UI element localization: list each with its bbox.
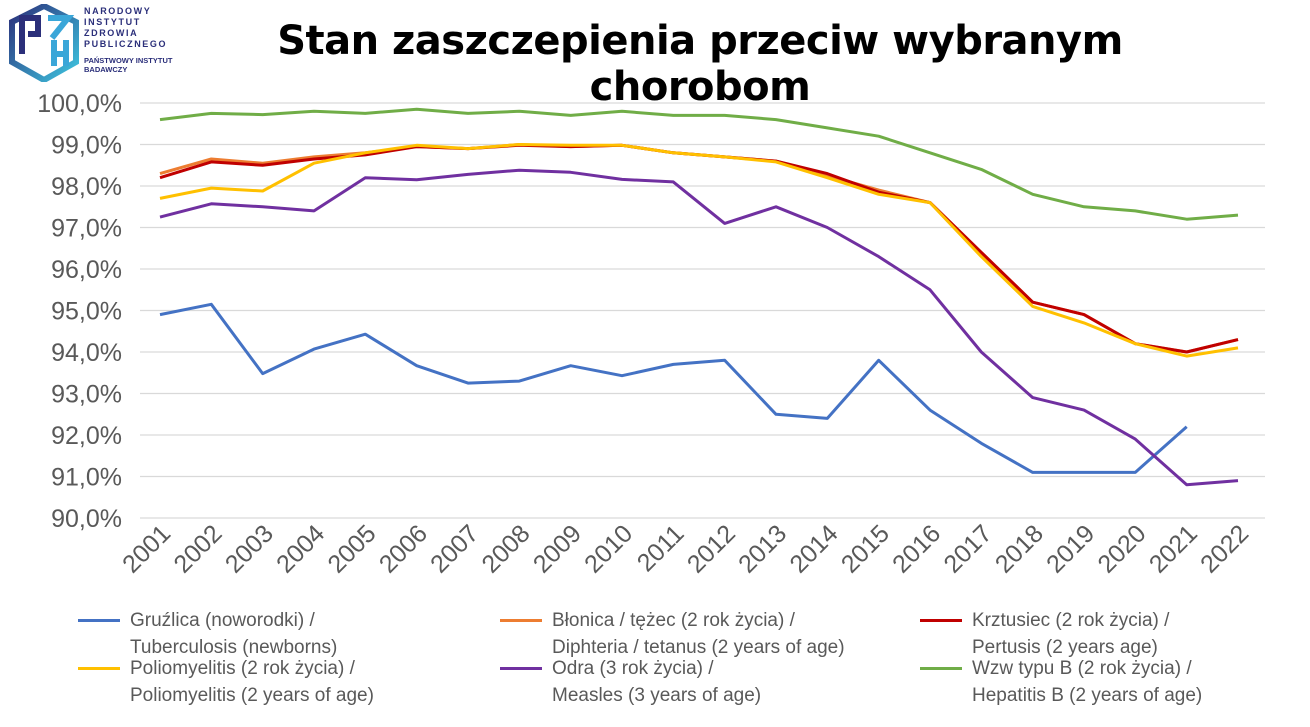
chart-title: Stan zaszczepienia przeciw wybranym chor… bbox=[277, 18, 1123, 110]
logo-subtext: BADAWCZY bbox=[84, 65, 128, 74]
legend-swatch bbox=[78, 667, 120, 670]
x-tick-label: 2004 bbox=[271, 519, 330, 578]
legend-label: Measles (3 years of age) bbox=[552, 685, 762, 706]
legend-label: Błonica / tężec (2 rok życia) / bbox=[552, 610, 795, 631]
series-line-5 bbox=[159, 107, 1239, 221]
legend-swatch bbox=[78, 619, 120, 622]
legend-label: Hepatitis B (2 years of age) bbox=[972, 685, 1203, 706]
line-chart: 90,0% 91,0% 92,0% 93,0% 94,0% 95,0% 96,0% 97,0%… bbox=[37, 90, 1265, 579]
legend-item: Odra (3 rok życia) / Measles (3 years of … bbox=[500, 655, 761, 709]
legend-label: Poliomyelitis (2 rok życia) / bbox=[130, 658, 355, 679]
logo-subtext: PAŃSTWOWY INSTYTUT bbox=[84, 56, 173, 65]
legend-item: Krztusiec (2 rok życia) / Pertusis (2 yea… bbox=[920, 607, 1169, 661]
legend-label: Wzw typu B (2 rok życia) / bbox=[972, 658, 1192, 679]
series-line-0 bbox=[159, 302, 1188, 474]
legend-label: Diphteria / tetanus (2 years of age) bbox=[552, 637, 845, 658]
x-tick-label: 2013 bbox=[733, 519, 792, 578]
legend-label: Krztusiec (2 rok życia) / bbox=[972, 610, 1170, 631]
legend-label: Odra (3 rok życia) / bbox=[552, 658, 714, 679]
y-tick-label: 93,0% bbox=[51, 381, 122, 409]
x-tick-label: 2018 bbox=[990, 519, 1049, 578]
x-tick-label: 2022 bbox=[1195, 519, 1254, 578]
x-tick-label: 2008 bbox=[476, 519, 535, 578]
x-tick-label: 2012 bbox=[682, 519, 741, 578]
legend-swatch bbox=[500, 667, 542, 670]
x-tick-label: 2015 bbox=[836, 519, 895, 578]
legend-item: Poliomyelitis (2 rok życia) / Poliomyelit… bbox=[78, 655, 374, 709]
logo-text: PUBLICZNEGO bbox=[84, 39, 168, 49]
y-tick-label: 99,0% bbox=[51, 132, 122, 160]
legend-swatch bbox=[920, 667, 962, 670]
x-tick-label: 2007 bbox=[425, 519, 484, 578]
x-tick-label: 2003 bbox=[220, 519, 279, 578]
nizp-logo: NARODOWY INSTYTUT ZDROWIA PUBLICZNEGO PA… bbox=[8, 2, 178, 84]
logo-text: INSTYTUT bbox=[84, 17, 141, 27]
x-tick-label: 2002 bbox=[168, 519, 227, 578]
series-line-3 bbox=[159, 143, 1239, 358]
y-tick-label: 96,0% bbox=[51, 256, 122, 284]
legend-swatch bbox=[500, 619, 542, 622]
x-tick-label: 2016 bbox=[887, 519, 946, 578]
x-tick-label: 2009 bbox=[528, 519, 587, 578]
y-tick-label: 92,0% bbox=[51, 422, 122, 450]
x-tick-label: 2019 bbox=[1041, 519, 1100, 578]
legend-label: Poliomyelitis (2 years of age) bbox=[130, 685, 374, 706]
y-tick-label: 91,0% bbox=[51, 464, 122, 492]
y-tick-label: 90,0% bbox=[51, 505, 122, 533]
x-tick-label: 2011 bbox=[632, 519, 690, 577]
y-tick-label: 100,0% bbox=[37, 90, 122, 118]
x-tick-label: 2010 bbox=[579, 519, 638, 578]
legend-item: Błonica / tężec (2 rok życia) / Diphteria… bbox=[500, 607, 845, 661]
y-tick-label: 97,0% bbox=[51, 215, 122, 243]
legend-item: Gruźlica (noworodki) / Tuberculosis (newb… bbox=[78, 607, 337, 661]
x-tick-label: 2020 bbox=[1092, 519, 1151, 578]
y-tick-label: 95,0% bbox=[51, 298, 122, 326]
x-tick-label: 2006 bbox=[374, 519, 433, 578]
legend-swatch bbox=[920, 619, 962, 622]
logo-text: NARODOWY bbox=[84, 6, 152, 16]
legend-label: Pertusis (2 years age) bbox=[972, 637, 1158, 658]
x-tick-label: 2021 bbox=[1144, 519, 1203, 578]
x-tick-label: 2017 bbox=[938, 519, 997, 578]
x-tick-label: 2005 bbox=[322, 519, 381, 578]
legend-label: Gruźlica (noworodki) / bbox=[130, 610, 315, 631]
x-tick-label: 2001 bbox=[117, 519, 176, 578]
legend-item: Wzw typu B (2 rok życia) / Hepatitis B (2… bbox=[920, 655, 1202, 709]
logo-text: ZDROWIA bbox=[84, 28, 139, 38]
y-tick-label: 98,0% bbox=[51, 173, 122, 201]
y-tick-label: 94,0% bbox=[51, 339, 122, 367]
legend-label: Tuberculosis (newborns) bbox=[130, 637, 338, 658]
series-line-4 bbox=[159, 168, 1239, 487]
x-tick-label: 2014 bbox=[784, 519, 843, 578]
nizp-logo-mark bbox=[9, 2, 79, 84]
